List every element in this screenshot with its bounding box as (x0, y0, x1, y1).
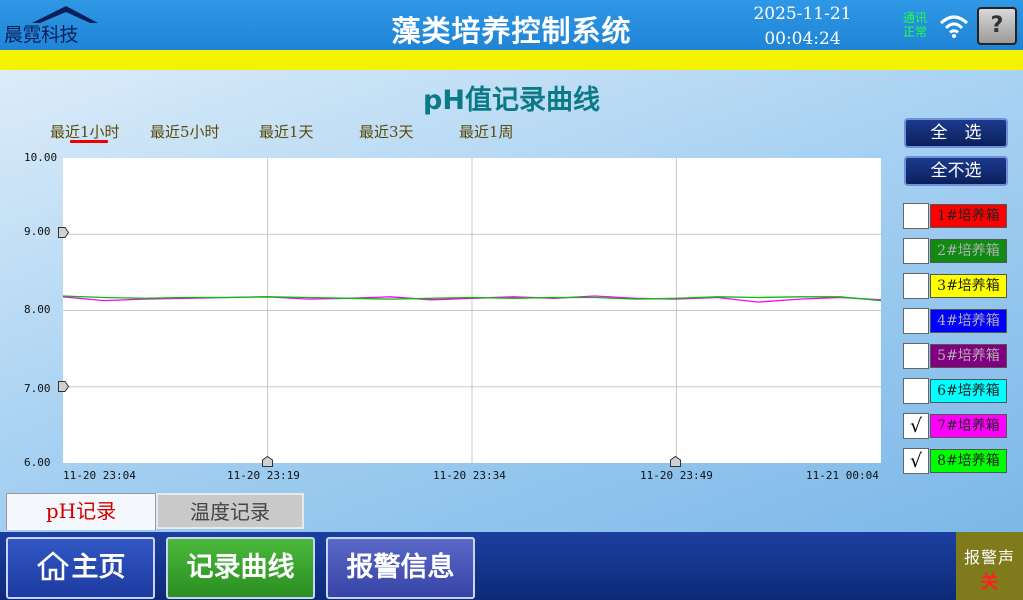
comm-status-line2: 正常 (903, 25, 928, 39)
alarm-sound-label: 报警声 (963, 548, 1015, 567)
wifi-icon (939, 15, 969, 38)
current-date: 2025-11-21 (753, 4, 852, 24)
series-checkbox[interactable] (903, 238, 929, 264)
deselect-all-button[interactable]: 全不选 (904, 156, 1008, 186)
y-tick-label: 7.00 (24, 382, 51, 395)
series-checkbox[interactable] (903, 308, 929, 334)
bottom-nav: 主页 记录曲线 报警信息 (0, 532, 1023, 600)
comm-status-line1: 通讯 (903, 11, 928, 25)
series-checkbox[interactable] (903, 203, 929, 229)
alarm-sound-state: 关 (980, 572, 999, 593)
nav-record-curve-button[interactable]: 记录曲线 (166, 537, 315, 599)
series-label: 4#培养箱 (930, 309, 1007, 333)
series-label: 5#培养箱 (930, 344, 1007, 368)
main-panel: pH值记录曲线 最近1小时 最近5小时 最近1天 最近3天 最近1周 10.00… (0, 70, 1023, 532)
comm-status: 通讯 正常 (903, 11, 933, 39)
y-lower-limit-marker[interactable] (58, 381, 69, 392)
series-checkbox[interactable] (903, 273, 929, 299)
active-range-indicator (70, 140, 108, 143)
series-label: 8#培养箱 (930, 449, 1007, 473)
y-tick-label: 10.00 (24, 151, 58, 164)
nav-alarm-info-button[interactable]: 报警信息 (326, 537, 475, 599)
alarm-banner (0, 50, 1023, 70)
x-cursor-marker-right[interactable] (670, 456, 681, 467)
help-button[interactable]: ? (977, 7, 1017, 45)
series-checkbox[interactable] (903, 343, 929, 369)
range-tab-5h[interactable]: 最近5小时 (150, 123, 220, 141)
series-label: 6#培养箱 (930, 379, 1007, 403)
select-all-button[interactable]: 全 选 (904, 118, 1008, 148)
x-tick-label: 11-21 00:04 (806, 469, 879, 482)
series-line (63, 295, 881, 302)
x-tick-label: 11-20 23:19 (227, 469, 300, 482)
nav-home-button[interactable]: 主页 (6, 537, 155, 599)
logo-text: 晨霓科技 (4, 24, 79, 46)
x-cursor-marker-left[interactable] (262, 456, 273, 467)
logo-roof-icon (32, 6, 98, 23)
x-tick-label: 11-20 23:49 (640, 469, 713, 482)
company-logo: 晨霓科技 (2, 2, 98, 47)
series-checkbox[interactable]: √ (903, 448, 929, 474)
range-tab-1h[interactable]: 最近1小时 (50, 123, 120, 141)
app-title: 藻类培养控制系统 (391, 14, 632, 48)
y-tick-label: 8.00 (24, 303, 51, 316)
page-title: pH值记录曲线 (423, 85, 600, 116)
header-bar: 晨霓科技 藻类培养控制系统 2025-11-21 00:04:24 通讯 正常 … (0, 0, 1023, 50)
alarm-sound-toggle[interactable]: 报警声 关 (956, 532, 1023, 600)
y-upper-limit-marker[interactable] (58, 227, 69, 238)
range-tab-1d[interactable]: 最近1天 (259, 123, 314, 141)
series-label: 7#培养箱 (930, 414, 1007, 438)
range-tab-3d[interactable]: 最近3天 (359, 123, 414, 141)
tab-ph-record[interactable]: pH记录 (6, 493, 156, 530)
series-label: 2#培养箱 (930, 239, 1007, 263)
ph-chart-svg (63, 158, 881, 463)
y-tick-label: 6.00 (24, 456, 51, 469)
current-time: 00:04:24 (764, 29, 841, 49)
series-checkbox[interactable]: √ (903, 413, 929, 439)
x-tick-label: 11-20 23:34 (433, 469, 506, 482)
ph-chart (63, 158, 881, 463)
series-label: 3#培养箱 (930, 274, 1007, 298)
range-tab-1w[interactable]: 最近1周 (459, 123, 514, 141)
series-label: 1#培养箱 (930, 204, 1007, 228)
y-tick-label: 9.00 (24, 225, 51, 238)
series-checkbox[interactable] (903, 378, 929, 404)
nav-home-label: 主页 (71, 552, 126, 583)
tab-temperature-record[interactable]: 温度记录 (156, 493, 304, 529)
home-icon (36, 551, 69, 581)
x-tick-label: 11-20 23:04 (63, 469, 136, 482)
